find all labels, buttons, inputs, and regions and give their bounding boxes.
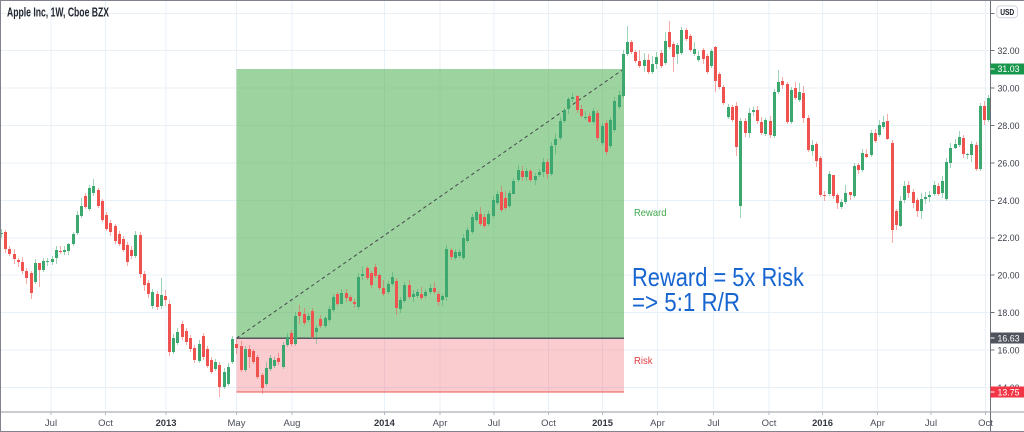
svg-text:13.75: 13.75 bbox=[998, 388, 1020, 399]
svg-text:16.00: 16.00 bbox=[998, 345, 1020, 356]
svg-text:Apple Inc, 1W, Cboe BZX: Apple Inc, 1W, Cboe BZX bbox=[7, 6, 109, 20]
svg-text:Reward = 5x Risk: Reward = 5x Risk bbox=[632, 262, 805, 292]
svg-text:26.00: 26.00 bbox=[998, 158, 1020, 169]
svg-text:Jul: Jul bbox=[488, 418, 500, 429]
svg-text:2015: 2015 bbox=[592, 417, 613, 428]
svg-text:20.00: 20.00 bbox=[998, 271, 1020, 282]
svg-text:Jul: Jul bbox=[45, 418, 57, 429]
svg-text:32.00: 32.00 bbox=[998, 46, 1020, 57]
svg-text:Apr: Apr bbox=[650, 418, 665, 429]
svg-text:Apr: Apr bbox=[433, 418, 448, 429]
svg-text:18.00: 18.00 bbox=[998, 308, 1020, 319]
svg-text:Reward: Reward bbox=[634, 207, 667, 219]
svg-text:Risk: Risk bbox=[634, 355, 653, 367]
svg-text:Oct: Oct bbox=[98, 418, 113, 429]
svg-text:USD: USD bbox=[1000, 7, 1014, 17]
svg-text:Jul: Jul bbox=[925, 418, 937, 429]
svg-text:Oct: Oct bbox=[978, 418, 993, 429]
svg-text:May: May bbox=[228, 418, 246, 429]
svg-text:2016: 2016 bbox=[812, 417, 833, 428]
svg-text:=> 5:1 R/R: => 5:1 R/R bbox=[632, 287, 740, 317]
svg-text:2013: 2013 bbox=[156, 417, 177, 428]
svg-text:Jul: Jul bbox=[707, 418, 719, 429]
svg-text:Apr: Apr bbox=[870, 418, 885, 429]
svg-text:31.03: 31.03 bbox=[998, 64, 1020, 75]
svg-text:22.00: 22.00 bbox=[998, 233, 1020, 244]
svg-text:Oct: Oct bbox=[762, 418, 777, 429]
svg-text:Aug: Aug bbox=[284, 418, 301, 429]
svg-text:24.00: 24.00 bbox=[998, 196, 1020, 207]
svg-text:Oct: Oct bbox=[541, 418, 556, 429]
svg-text:30.00: 30.00 bbox=[998, 84, 1020, 95]
svg-text:16.63: 16.63 bbox=[998, 334, 1020, 345]
svg-text:28.00: 28.00 bbox=[998, 121, 1020, 132]
svg-text:2014: 2014 bbox=[374, 417, 396, 428]
